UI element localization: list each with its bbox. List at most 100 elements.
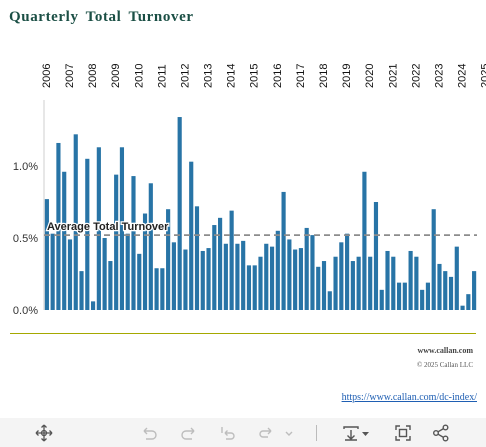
bar-17 bbox=[142, 213, 148, 310]
undo-icon[interactable] bbox=[139, 423, 159, 443]
dc-index-link[interactable]: https://www.callan.com/dc-index/ bbox=[341, 392, 477, 403]
bar-20 bbox=[160, 268, 165, 310]
bar-35 bbox=[246, 265, 252, 310]
bar-69 bbox=[443, 271, 448, 310]
bar-66 bbox=[425, 282, 431, 310]
bar-49 bbox=[327, 291, 332, 310]
bar-6 bbox=[79, 271, 84, 310]
year-label: 2015 bbox=[249, 64, 261, 88]
bar-60 bbox=[391, 256, 396, 310]
y-axis-ticks: 1.0% 0.5% 0.0% bbox=[13, 161, 38, 317]
bar-14 bbox=[125, 233, 130, 310]
bar-43 bbox=[293, 249, 298, 310]
bar-45 bbox=[304, 227, 309, 310]
chart-toolbar bbox=[0, 418, 486, 447]
bar-55 bbox=[362, 171, 367, 310]
bar-34 bbox=[241, 240, 246, 310]
bar-68 bbox=[437, 263, 442, 310]
bar-53 bbox=[350, 261, 355, 310]
bar-0 bbox=[44, 199, 49, 310]
bar-19 bbox=[154, 268, 159, 310]
year-label: 2018 bbox=[318, 64, 330, 88]
bar-18 bbox=[148, 183, 153, 310]
bar-71 bbox=[454, 246, 459, 310]
bar-23 bbox=[177, 117, 182, 310]
bar-51 bbox=[339, 242, 344, 310]
bar-32 bbox=[229, 210, 234, 310]
download-icon[interactable] bbox=[341, 423, 371, 443]
bar-24 bbox=[183, 249, 188, 310]
year-label: 2016 bbox=[272, 64, 284, 88]
forward-icon[interactable] bbox=[256, 423, 296, 443]
year-label: 2022 bbox=[410, 64, 422, 88]
bar-48 bbox=[321, 261, 327, 310]
bar-56 bbox=[368, 256, 373, 310]
bar-31 bbox=[223, 243, 228, 310]
y-tick-label: 0.0% bbox=[13, 305, 38, 317]
year-label: 2013 bbox=[203, 64, 215, 88]
bar-44 bbox=[298, 248, 303, 310]
toolbar-divider bbox=[316, 425, 317, 441]
bar-8 bbox=[90, 301, 96, 310]
bar-1 bbox=[50, 233, 55, 310]
bar-74 bbox=[472, 271, 477, 310]
move-icon[interactable] bbox=[34, 423, 54, 443]
bar-30 bbox=[218, 217, 223, 310]
bar-37 bbox=[258, 256, 263, 310]
bar-39 bbox=[269, 246, 275, 310]
bar-12 bbox=[114, 174, 119, 310]
year-label: 2012 bbox=[179, 64, 191, 88]
bar-15 bbox=[131, 176, 136, 310]
footer-rule bbox=[10, 333, 476, 334]
bar-63 bbox=[408, 250, 413, 310]
bars bbox=[44, 117, 477, 310]
bar-46 bbox=[310, 235, 315, 310]
bar-2 bbox=[56, 142, 61, 310]
bar-22 bbox=[171, 242, 176, 310]
bar-11 bbox=[108, 261, 113, 310]
year-label: 2006 bbox=[41, 64, 53, 88]
year-label: 2014 bbox=[226, 64, 238, 88]
share-icon[interactable] bbox=[431, 423, 451, 443]
bar-10 bbox=[102, 238, 107, 310]
chart-title: Quarterly Total Turnover bbox=[9, 9, 194, 25]
year-label: 2010 bbox=[133, 64, 145, 88]
year-label: 2019 bbox=[341, 64, 353, 88]
bar-3 bbox=[62, 171, 67, 310]
bar-5 bbox=[73, 134, 78, 310]
bar-9 bbox=[96, 147, 101, 310]
bar-57 bbox=[373, 202, 379, 310]
bar-41 bbox=[281, 191, 286, 310]
bar-64 bbox=[414, 256, 419, 310]
bar-42 bbox=[287, 239, 292, 310]
bar-73 bbox=[466, 294, 471, 310]
bar-40 bbox=[275, 230, 280, 310]
bar-21 bbox=[166, 209, 171, 310]
bar-65 bbox=[420, 289, 425, 310]
bar-13 bbox=[119, 147, 125, 310]
bar-59 bbox=[385, 250, 390, 310]
year-label: 2020 bbox=[364, 64, 376, 88]
bar-47 bbox=[316, 266, 321, 310]
year-label: 2023 bbox=[434, 64, 446, 88]
year-label: 2007 bbox=[64, 64, 76, 88]
average-label: Average Total Turnover bbox=[47, 221, 169, 233]
fit-icon[interactable] bbox=[393, 423, 413, 443]
bar-62 bbox=[402, 282, 407, 310]
bar-16 bbox=[137, 253, 142, 310]
bar-36 bbox=[252, 265, 257, 310]
average-line-group: Average Total Turnover bbox=[44, 220, 477, 237]
bar-38 bbox=[264, 243, 269, 310]
bar-50 bbox=[333, 256, 338, 310]
year-label: 2011 bbox=[156, 64, 168, 88]
bar-28 bbox=[206, 248, 211, 310]
bar-27 bbox=[200, 250, 205, 310]
bar-72 bbox=[460, 305, 465, 310]
year-label: 2024 bbox=[457, 64, 469, 88]
reset-icon[interactable] bbox=[218, 423, 238, 443]
bar-29 bbox=[212, 225, 217, 310]
year-label: 2009 bbox=[110, 64, 122, 88]
redo-icon[interactable] bbox=[179, 423, 199, 443]
copyright-text: © 2025 Callan LLC bbox=[416, 361, 473, 369]
turnover-bar-chart: 2006 2007 2008 2009 2010 2011 2012 2013 2014 2015… bbox=[13, 64, 486, 317]
